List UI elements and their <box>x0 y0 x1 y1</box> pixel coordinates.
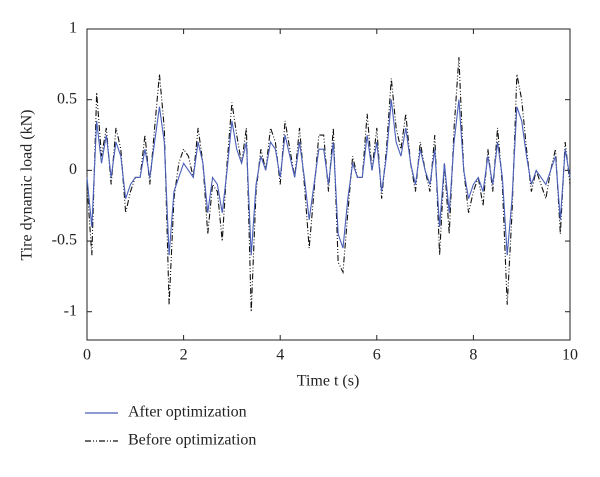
x-tick-label: 2 <box>180 347 188 364</box>
x-axis-label: Time t (s) <box>297 373 360 390</box>
x-tick-label: 0 <box>83 347 91 364</box>
y-tick-label: 0.5 <box>57 90 77 107</box>
x-tick-label: 10 <box>562 347 578 364</box>
y-tick-label: 1 <box>69 20 77 37</box>
legend-label: Before optimization <box>128 432 256 449</box>
x-tick-label: 4 <box>276 347 284 364</box>
y-tick-label: -0.5 <box>52 232 77 249</box>
x-tick-label: 8 <box>469 347 477 364</box>
y-tick-label: -1 <box>64 302 77 319</box>
series-line <box>86 99 571 256</box>
y-tick-label: 0 <box>69 161 77 178</box>
legend-label: After optimization <box>128 404 247 421</box>
x-tick-label: 6 <box>373 347 381 364</box>
y-axis-label: Tire dynamic load (kN) <box>19 110 36 261</box>
